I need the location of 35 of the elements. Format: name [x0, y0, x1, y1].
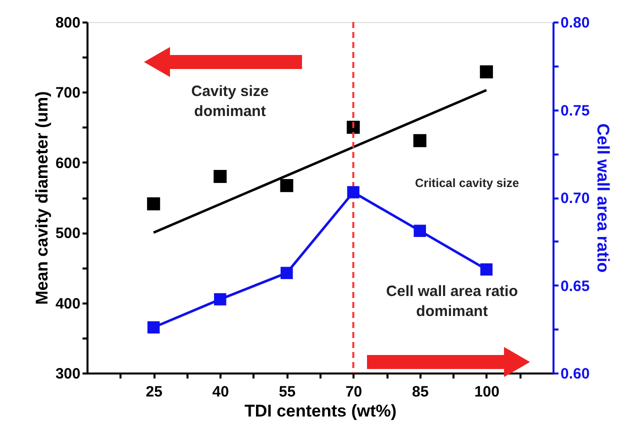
y-tick-label: 300: [55, 366, 80, 382]
y2-tick-label: 0.65: [560, 278, 590, 295]
x-tick-label: 85: [412, 384, 429, 400]
point: [480, 263, 493, 276]
point: [414, 224, 426, 237]
y2-tick-label: 0.70: [560, 190, 590, 207]
y-tick-label: 400: [55, 295, 80, 312]
y2-tick-label: 0.80: [560, 14, 590, 32]
point: [147, 197, 160, 210]
annotation: Cavity size domimant: [191, 83, 269, 120]
y2-tick-label: 0.60: [560, 366, 590, 382]
point: [280, 266, 293, 280]
y-tick-label: 800: [55, 14, 80, 32]
point: [480, 65, 493, 78]
y-tick-label: 600: [55, 154, 80, 172]
y-tick-label: 500: [55, 225, 80, 242]
y2-tick-label: 0.75: [560, 102, 590, 120]
point: [280, 179, 294, 192]
y-tick-label: 700: [55, 84, 80, 102]
annotation: Critical cavity size: [415, 176, 520, 190]
x-tick-label: 55: [278, 384, 296, 400]
point: [214, 293, 226, 306]
x-axis-title: TDI centents (wt%): [244, 402, 397, 420]
point: [346, 120, 360, 134]
x-tick-label: 100: [474, 384, 500, 400]
y-axis-title: Mean cavity diameter (um): [32, 91, 52, 305]
point: [214, 170, 227, 183]
x-tick-label: 70: [345, 384, 362, 400]
y2-axis-title: Cell wall area ratio: [594, 123, 613, 273]
point: [147, 321, 160, 334]
x-tick-label: 40: [212, 384, 229, 400]
point: [413, 134, 426, 148]
x-tick-label: 25: [146, 384, 162, 400]
annotation: Cell wall area ratio domimant: [386, 283, 518, 320]
point: [347, 186, 360, 198]
